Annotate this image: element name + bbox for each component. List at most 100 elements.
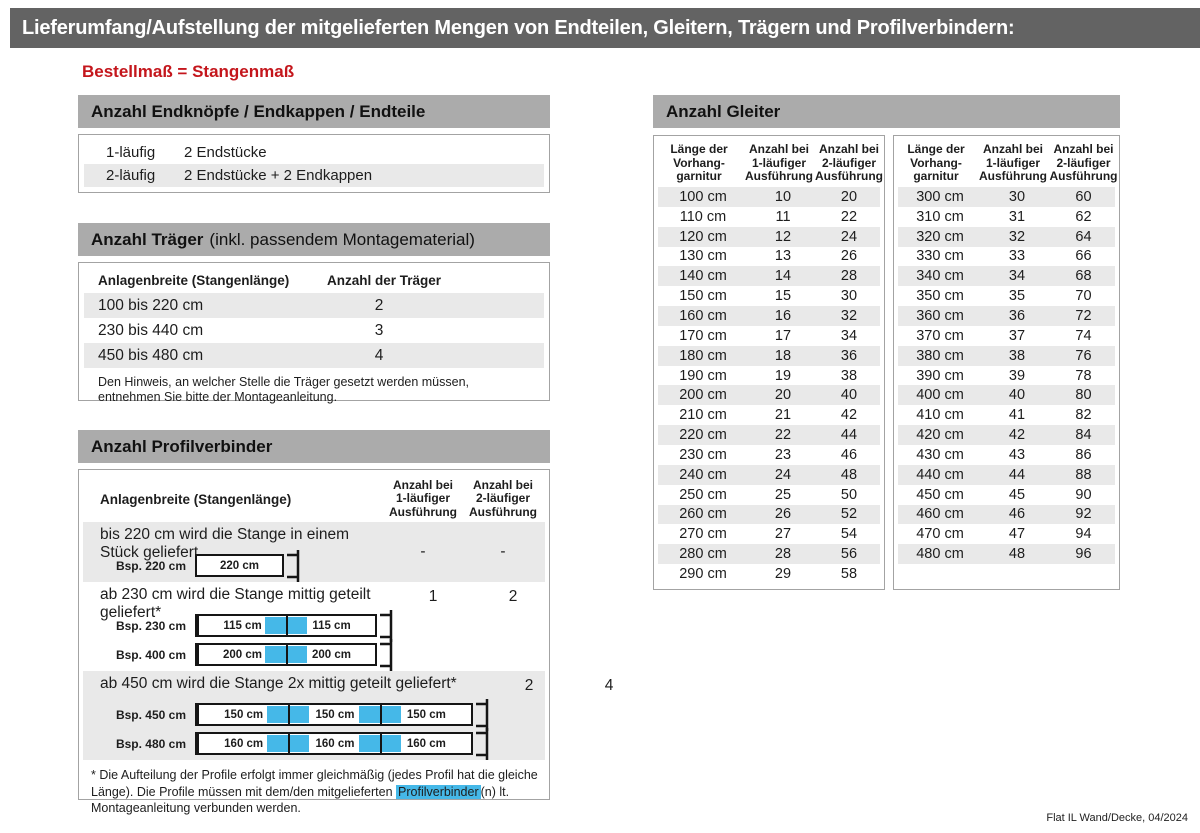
gleiter-row: 290 cm 29 58 xyxy=(658,564,880,584)
gleiter-count-1-laeufig: 25 xyxy=(774,486,792,503)
gleiter-count-1-laeufig: 24 xyxy=(774,466,792,483)
traeger-row-count: 3 xyxy=(374,321,384,339)
header-line: Anzahl bei xyxy=(748,142,809,156)
header-line: 2-läufiger xyxy=(1056,155,1111,170)
gleiter-length: 300 cm xyxy=(916,188,964,205)
gleiter-count-1-laeufig: 29 xyxy=(774,565,792,582)
rod-segment-length: 150 cm xyxy=(288,705,379,724)
gleiter-count-1-laeufig: 33 xyxy=(1008,248,1026,265)
gleiter-count-1-laeufig: 28 xyxy=(774,546,792,563)
wall-bracket-icon xyxy=(476,727,489,760)
gleiter-length: 360 cm xyxy=(916,307,964,324)
gleiter-count-2-laeufig: 40 xyxy=(840,387,858,404)
gleiter-count-1-laeufig: 42 xyxy=(1008,427,1026,444)
gleiter-count-2-laeufig: 80 xyxy=(1075,387,1092,404)
section-header-traeger: Anzahl Träger (inkl. passendem Montagema… xyxy=(78,223,550,256)
gleiter-count-1-laeufig: 43 xyxy=(1008,446,1026,463)
rod-example-label: Bsp. 480 cm xyxy=(115,736,186,751)
gleiter-length: 140 cm xyxy=(679,268,727,285)
traeger-col-width: Anlagenbreite (Stangenlänge) xyxy=(98,273,290,288)
order-measure-note: Bestellmaß = Stangenmaß xyxy=(82,62,295,81)
gleiter-length: 330 cm xyxy=(916,248,964,265)
header-line: Länge der xyxy=(670,142,728,156)
rod-example-label: Bsp. 450 cm xyxy=(115,707,186,722)
gleiter-row: 360 cm 36 72 xyxy=(898,306,1115,326)
gleiter-column-header: Länge der Vorhang-garnitur xyxy=(654,142,744,187)
gleiter-row: 470 cm 47 94 xyxy=(898,524,1115,544)
header-line: Ausführung xyxy=(1049,169,1118,183)
profilverbinder-group: bis 220 cm wird die Stange in einem Stüc… xyxy=(83,522,545,582)
gleiter-length: 340 cm xyxy=(916,268,964,285)
gleiter-row: 390 cm 39 78 xyxy=(898,366,1115,386)
endteile-row: 1-läufig 2 Endstücke xyxy=(84,141,544,164)
header-line: Ausführung xyxy=(815,169,883,183)
gleiter-count-2-laeufig: 94 xyxy=(1075,526,1092,543)
header-line: Anzahl bei xyxy=(818,142,879,156)
profil-col-width: Anlagenbreite (Stangenlänge) xyxy=(100,491,292,507)
gleiter-count-2-laeufig: 28 xyxy=(840,268,858,285)
gleiter-count-2-laeufig: 78 xyxy=(1075,367,1092,384)
profilverbinder-group-main: ab 450 cm wird die Stange 2x mittig gete… xyxy=(83,675,491,760)
rod-segment-length: 200 cm xyxy=(197,645,286,664)
gleiter-row: 200 cm 20 40 xyxy=(658,385,880,406)
gleiter-count-1-laeufig: 41 xyxy=(1008,407,1026,424)
wall-bracket-icon xyxy=(476,698,489,731)
section-title-traeger: Anzahl Träger xyxy=(91,229,204,249)
traeger-row: 100 bis 220 cm 2 xyxy=(84,293,544,318)
gleiter-count-1-laeufig: 23 xyxy=(774,446,792,463)
gleiter-count-1-laeufig: 45 xyxy=(1008,486,1026,503)
gleiter-count-2-laeufig: 52 xyxy=(840,506,858,523)
rod-segment-length: 150 cm xyxy=(379,705,471,724)
count-2-laeufig: 4 xyxy=(604,677,614,694)
gleiter-row: 190 cm 19 38 xyxy=(658,366,880,386)
rod-segment-length: 220 cm xyxy=(219,559,259,572)
rod-segment-length: 200 cm xyxy=(286,645,375,664)
gleiter-length: 150 cm xyxy=(679,288,727,305)
header-line: Anzahl bei xyxy=(392,477,453,492)
header-line: 1-läufiger xyxy=(751,155,806,170)
traeger-note: Den Hinweis, an welcher Stelle die Träge… xyxy=(98,375,470,404)
gleiter-column-header: Anzahl bei 2-läufiger Ausführung xyxy=(1048,142,1119,187)
gleiter-length: 270 cm xyxy=(679,526,727,543)
gleiter-length: 390 cm xyxy=(916,367,964,384)
gleiter-count-1-laeufig: 36 xyxy=(1008,307,1026,324)
rod-segment-length: 160 cm xyxy=(379,734,471,753)
rod-diagram: Bsp. 400 cm 200 cm 200 cm xyxy=(83,638,395,671)
gleiter-count-2-laeufig: 36 xyxy=(840,347,858,364)
header-line: Ausführung xyxy=(389,504,457,519)
gleiter-count-2-laeufig: 96 xyxy=(1075,546,1092,563)
gleiter-count-1-laeufig: 44 xyxy=(1008,466,1026,483)
gleiter-row: 430 cm 43 86 xyxy=(898,445,1115,465)
profilverbinder-rule-text: ab 230 cm wird die Stange mittig geteilt… xyxy=(100,586,371,621)
traeger-col-count: Anzahl der Träger xyxy=(326,273,442,288)
gleiter-length: 290 cm xyxy=(679,565,727,582)
gleiter-row: 160 cm 16 32 xyxy=(658,306,880,326)
gleiter-length: 100 cm xyxy=(679,188,727,205)
traeger-row-range: 450 bis 480 cm xyxy=(98,346,204,364)
gleiter-row: 420 cm 42 84 xyxy=(898,425,1115,445)
header-line: garnitur xyxy=(913,169,959,183)
header-line: 1-läufiger xyxy=(985,155,1040,170)
header-line: Anzahl bei xyxy=(1053,142,1114,156)
rod-bar: 150 cm 150 cm 150 cm xyxy=(195,703,473,726)
rod-bar: 200 cm 200 cm xyxy=(195,643,377,666)
traeger-row: 230 bis 440 cm 3 xyxy=(84,318,544,343)
count-2-laeufig: - xyxy=(500,542,506,560)
section-title-endteile: Anzahl Endknöpfe / Endkappen / Endteile xyxy=(91,101,426,121)
endteile-row-value: 2 Endstücke + 2 Endkappen xyxy=(184,167,373,184)
header-line: Vorhang- xyxy=(673,155,725,170)
section-header-endteile: Anzahl Endknöpfe / Endkappen / Endteile xyxy=(78,95,550,128)
gleiter-length: 260 cm xyxy=(679,506,727,523)
gleiter-count-1-laeufig: 27 xyxy=(774,526,792,543)
header-line: Anzahl bei xyxy=(472,477,533,492)
gleiter-row: 320 cm 32 64 xyxy=(898,226,1115,247)
gleiter-count-2-laeufig: 34 xyxy=(840,327,858,344)
gleiter-count-1-laeufig: 40 xyxy=(1008,387,1026,404)
gleiter-count-1-laeufig: 20 xyxy=(774,387,792,404)
gleiter-count-2-laeufig: 72 xyxy=(1075,307,1092,324)
rod-bar: 160 cm 160 cm 160 cm xyxy=(195,732,473,755)
gleiter-count-1-laeufig: 10 xyxy=(774,188,792,205)
footnote-highlight: Profilverbinder xyxy=(396,784,481,799)
gleiter-row: 380 cm 38 76 xyxy=(898,345,1115,366)
traeger-row-count: 4 xyxy=(374,346,384,364)
